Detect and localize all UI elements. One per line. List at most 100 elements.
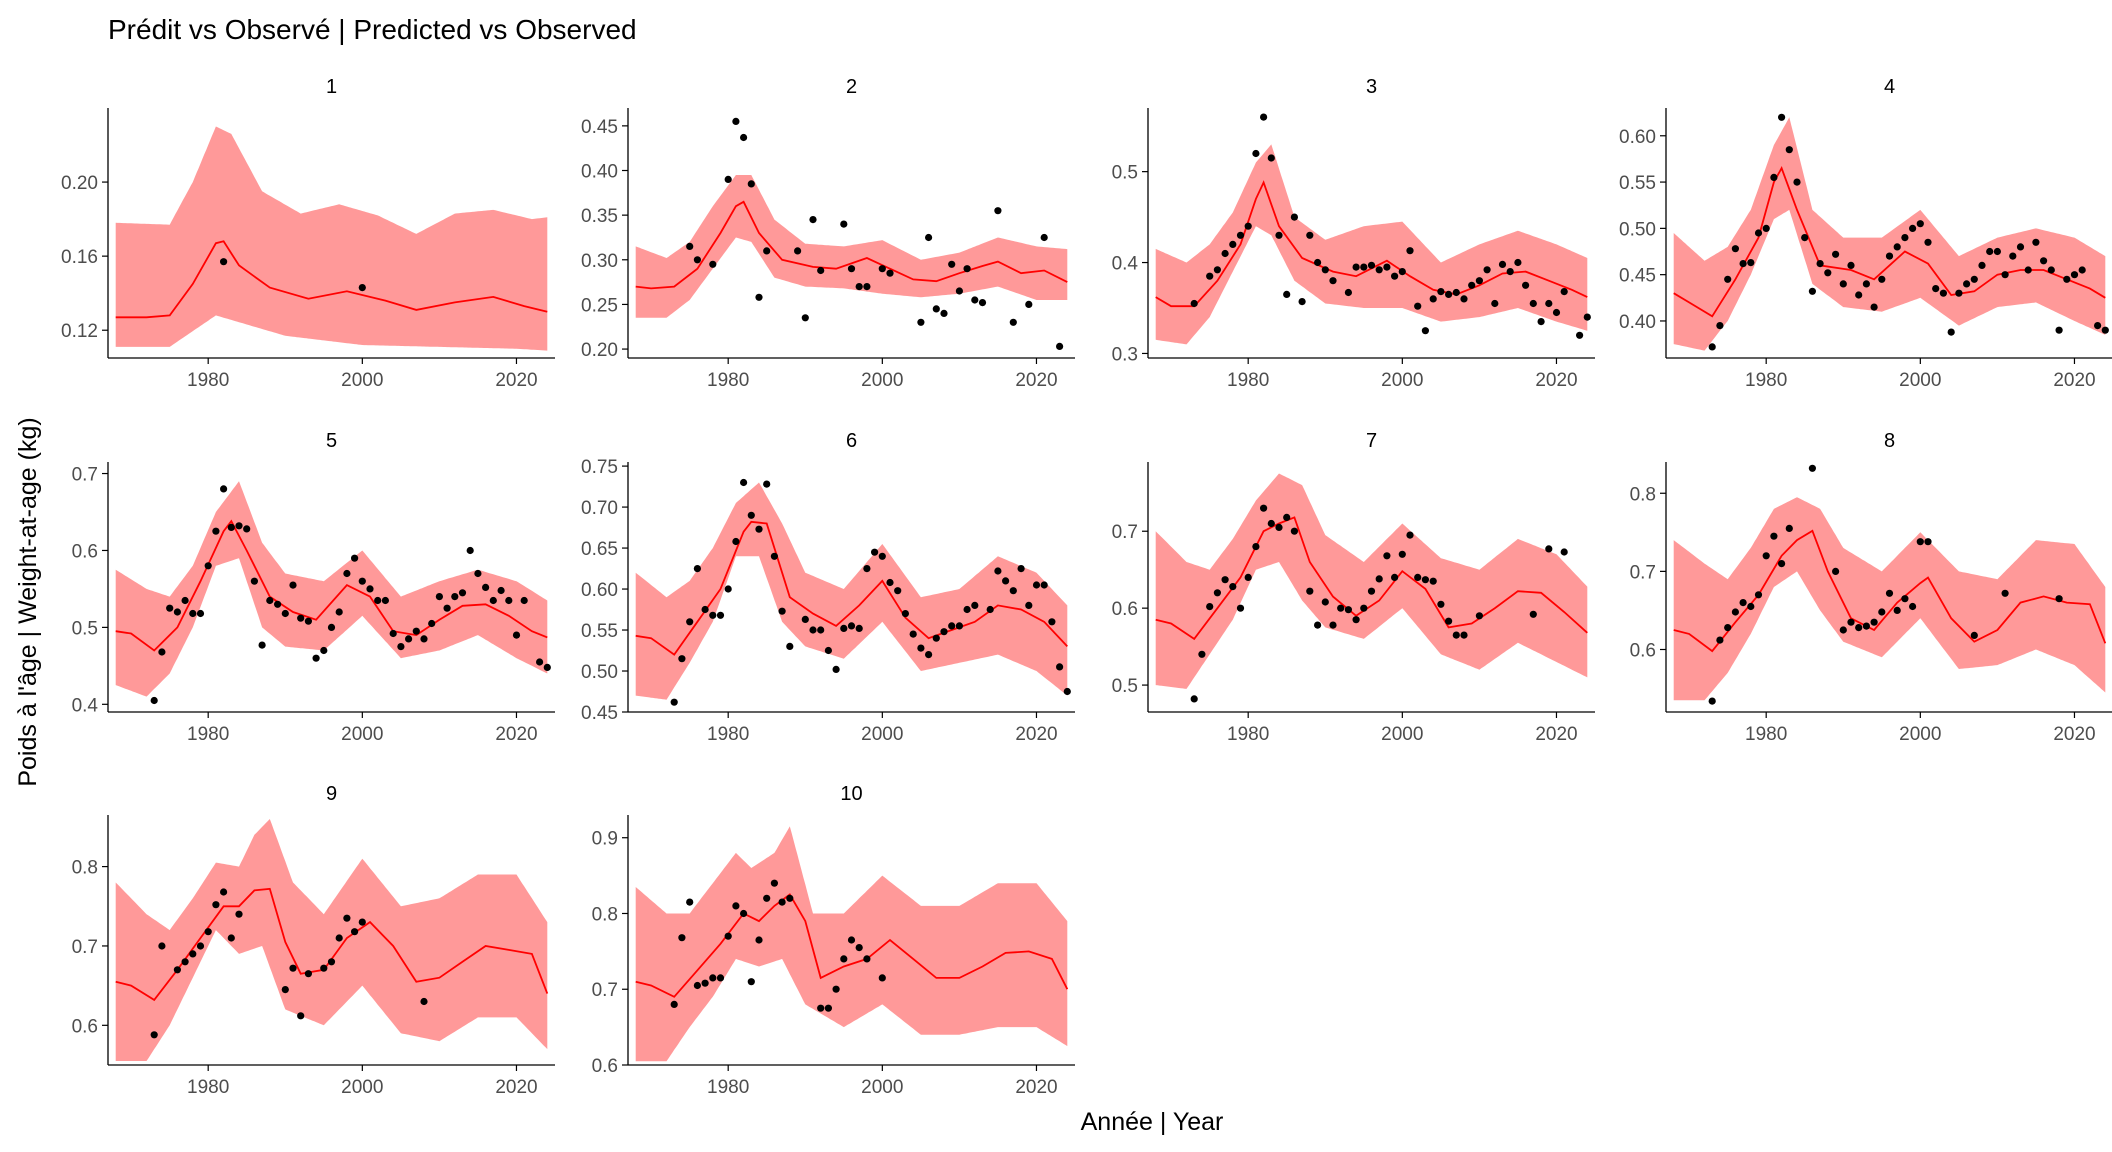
predicted-line — [1673, 529, 2107, 653]
y-tick-label: 0.70 — [581, 498, 618, 519]
observed-point — [1063, 687, 1071, 696]
observed-point — [1391, 573, 1399, 582]
observed-point — [1398, 550, 1406, 558]
observed-point — [817, 626, 825, 634]
observed-point — [281, 986, 289, 994]
x-tick-label: 2020 — [1015, 370, 1057, 391]
observed-point — [2001, 589, 2009, 597]
observed-point — [686, 898, 694, 906]
y-tick-label: 0.6 — [72, 1016, 98, 1037]
observed-point — [297, 614, 305, 622]
observed-point — [1824, 269, 1832, 277]
observed-point — [1452, 288, 1460, 297]
y-tick-label: 0.5 — [72, 618, 98, 639]
observed-point — [740, 478, 748, 487]
observed-point — [374, 596, 382, 605]
observed-point — [1352, 263, 1360, 271]
x-tick-label: 1980 — [707, 1077, 749, 1098]
x-axis-label: Année | Year — [1081, 1108, 1224, 1136]
observed-point — [978, 299, 987, 307]
observed-point — [716, 974, 725, 982]
observed-point — [1916, 220, 1924, 228]
observed-point — [2070, 271, 2079, 279]
y-tick-label: 0.6 — [72, 541, 98, 562]
observed-point — [709, 611, 717, 619]
x-tick-label: 2020 — [495, 1077, 537, 1098]
observed-point — [778, 898, 786, 906]
observed-point — [693, 565, 702, 573]
observed-point — [451, 593, 459, 601]
observed-point — [1560, 548, 1568, 556]
observed-point — [1229, 583, 1237, 591]
observed-point — [1267, 519, 1275, 528]
observed-point — [1445, 617, 1453, 625]
observed-point — [932, 634, 940, 642]
y-axis-label: Poids à l'âge | Weight-at-age (kg) — [14, 417, 42, 786]
observed-point — [871, 548, 879, 556]
x-tick-label: 2020 — [1015, 724, 1057, 745]
y-tick-label: 0.60 — [1619, 127, 1656, 148]
observed-point — [1213, 589, 1221, 597]
observed-point — [1244, 222, 1252, 230]
y-tick-label: 0.60 — [581, 580, 618, 601]
observed-point — [724, 585, 732, 593]
observed-point — [1383, 552, 1391, 560]
observed-point — [1529, 299, 1537, 308]
observed-point — [1724, 275, 1732, 283]
observed-point — [482, 583, 490, 592]
observed-point — [1260, 504, 1268, 512]
observed-point — [1009, 318, 1017, 326]
observed-point — [1924, 538, 1932, 546]
observed-point — [1808, 287, 1816, 295]
observed-point — [878, 552, 886, 560]
y-tick-label: 0.6 — [1112, 599, 1138, 620]
observed-point — [181, 596, 189, 605]
y-tick-label: 0.7 — [1630, 562, 1656, 583]
observed-point — [351, 554, 359, 562]
observed-point — [701, 979, 709, 987]
observed-point — [886, 578, 894, 587]
y-tick-label: 0.5 — [1112, 163, 1138, 184]
observed-point — [1206, 603, 1214, 611]
confidence-band — [1155, 473, 1588, 689]
predicted-line — [115, 887, 549, 1002]
observed-point — [740, 909, 748, 918]
observed-point — [1932, 285, 1940, 293]
observed-point — [1213, 266, 1221, 274]
observed-point — [994, 567, 1002, 575]
x-tick-label: 2000 — [1381, 370, 1423, 391]
y-tick-label: 0.75 — [581, 457, 618, 478]
observed-point — [1909, 224, 1917, 232]
observed-point — [1839, 280, 1847, 288]
observed-point — [909, 630, 917, 638]
observed-point — [327, 958, 336, 966]
observed-point — [678, 655, 686, 663]
x-tick-label: 2020 — [1535, 370, 1577, 391]
observed-point — [1267, 154, 1275, 162]
observed-point — [840, 220, 848, 228]
observed-point — [150, 1031, 158, 1039]
observed-point — [817, 1004, 825, 1012]
observed-point — [2063, 275, 2071, 283]
observed-point — [2032, 238, 2040, 246]
observed-point — [212, 527, 220, 535]
observed-point — [1801, 234, 1809, 242]
observed-point — [1352, 616, 1360, 624]
observed-point — [1855, 624, 1863, 632]
observed-point — [693, 256, 702, 264]
observed-point — [1924, 238, 1932, 246]
observed-point — [227, 523, 235, 532]
observed-point — [1229, 240, 1237, 248]
observed-point — [1056, 663, 1064, 671]
observed-point — [343, 569, 351, 578]
observed-point — [925, 233, 933, 242]
panel-2: 2 0.20 0.25 0.30 0.35 0.40 0.45 1980 2000 2020 — [581, 76, 1075, 391]
observed-point — [1445, 290, 1453, 298]
observed-point — [778, 607, 786, 615]
observed-point — [512, 631, 521, 639]
observed-point — [732, 902, 740, 910]
observed-point — [1731, 245, 1739, 253]
observed-point — [1321, 266, 1329, 274]
observed-point — [670, 1000, 678, 1009]
observed-point — [327, 623, 336, 632]
